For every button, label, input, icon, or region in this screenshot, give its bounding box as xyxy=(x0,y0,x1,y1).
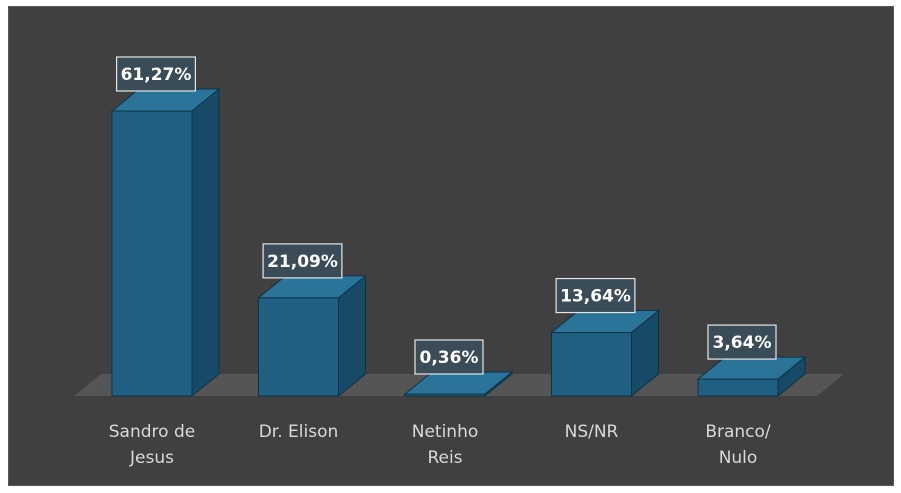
category-label-2: Netinho Reis xyxy=(412,422,479,468)
bar-front-face xyxy=(551,332,632,397)
data-label-box xyxy=(707,324,777,360)
data-label-0: 61,27% xyxy=(115,56,197,92)
bar-0 xyxy=(110,87,221,398)
data-label-text: 21,09% xyxy=(267,252,338,272)
chart-area: 61,27% 21,09% 0,36% 13,64% 3,64% Sandro de Je… xyxy=(8,6,894,486)
category-label-1: Dr. Elison xyxy=(259,422,339,442)
data-label-box xyxy=(555,277,636,314)
data-label-3: 13,64% xyxy=(555,277,636,314)
bar-front-face xyxy=(404,393,486,397)
bar-1 xyxy=(257,274,367,398)
bar-chart: 61,27% 21,09% 0,36% 13,64% 3,64% Sandro de Je… xyxy=(74,56,844,468)
bar-4 xyxy=(696,356,807,398)
data-label-box xyxy=(414,339,484,375)
data-label-box xyxy=(262,243,343,279)
bar-2 xyxy=(403,370,514,398)
category-label-4: Branco/Nulo xyxy=(705,422,771,468)
bar-front-face xyxy=(258,297,339,397)
category-label-3: NS/NR xyxy=(565,422,619,442)
bar-front-face xyxy=(697,378,779,397)
data-label-4: 3,64% xyxy=(707,324,777,360)
bar-3 xyxy=(550,309,660,398)
data-label-text: 13,64% xyxy=(560,287,631,307)
data-label-text: 61,27% xyxy=(121,65,192,85)
data-label-box xyxy=(115,56,197,92)
category-label-0: Sandro de Jesus xyxy=(109,422,195,468)
bar-front-face xyxy=(111,110,193,397)
data-label-1: 21,09% xyxy=(262,243,343,279)
data-label-text: 0,36% xyxy=(420,348,479,368)
bar-side-face xyxy=(191,87,220,398)
data-label-text: 3,64% xyxy=(713,333,772,353)
data-label-2: 0,36% xyxy=(414,339,484,375)
